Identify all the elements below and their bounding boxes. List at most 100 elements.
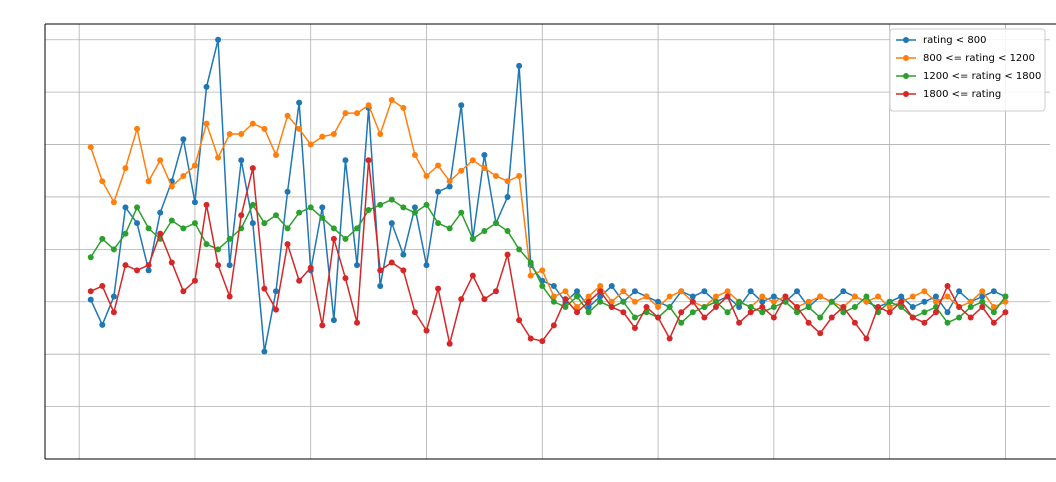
point (1002, 298, 1009, 305)
point (1002, 293, 1009, 300)
point (122, 165, 129, 172)
point (435, 220, 442, 227)
point (701, 314, 708, 321)
point (712, 298, 719, 305)
point (597, 293, 604, 300)
point (689, 293, 696, 300)
point (562, 304, 569, 311)
point (342, 235, 349, 242)
point (145, 225, 152, 232)
point (909, 304, 916, 311)
point (875, 293, 882, 300)
point (724, 309, 731, 316)
point (377, 201, 384, 208)
point (400, 267, 407, 274)
point (411, 309, 418, 316)
point (423, 327, 430, 334)
point (238, 157, 245, 164)
point (157, 230, 164, 237)
point (828, 298, 835, 305)
point (770, 293, 777, 300)
point (307, 141, 314, 148)
point (99, 283, 106, 290)
point (504, 178, 511, 185)
point (492, 288, 499, 295)
point (492, 172, 499, 179)
point (655, 298, 662, 305)
point (747, 288, 754, 295)
point (134, 267, 141, 274)
point (400, 204, 407, 211)
point (990, 309, 997, 316)
point (134, 204, 141, 211)
point (944, 283, 951, 290)
point (446, 178, 453, 185)
point (701, 288, 708, 295)
point (469, 235, 476, 242)
point (249, 201, 256, 208)
point (979, 293, 986, 300)
point (944, 293, 951, 300)
point (1002, 309, 1009, 316)
point (794, 288, 801, 295)
point (458, 296, 465, 303)
point (319, 133, 326, 140)
point (284, 188, 291, 195)
point (87, 144, 94, 151)
point (319, 322, 326, 329)
point (272, 306, 279, 313)
point (446, 225, 453, 232)
point (110, 199, 117, 206)
point (759, 309, 766, 316)
point (411, 209, 418, 216)
point (191, 220, 198, 227)
point (828, 314, 835, 321)
point (145, 178, 152, 185)
point (388, 96, 395, 103)
point (215, 262, 222, 269)
point (365, 157, 372, 164)
point (979, 298, 986, 305)
point (492, 220, 499, 227)
point (666, 335, 673, 342)
point (377, 131, 384, 138)
point (296, 125, 303, 132)
point (527, 335, 534, 342)
point (539, 267, 546, 274)
point (504, 228, 511, 235)
point (272, 152, 279, 159)
point (388, 259, 395, 266)
point (585, 309, 592, 316)
point (469, 157, 476, 164)
point (886, 298, 893, 305)
point (330, 317, 337, 324)
point (122, 230, 129, 237)
point (203, 201, 210, 208)
point (990, 304, 997, 311)
legend-label: 1200 <= rating < 1800 (923, 71, 1041, 82)
legend-label: rating < 800 (923, 35, 986, 46)
point (620, 309, 627, 316)
point (504, 251, 511, 258)
point (608, 298, 615, 305)
point (956, 288, 963, 295)
point (365, 102, 372, 109)
point (365, 207, 372, 214)
point (249, 120, 256, 127)
point (110, 246, 117, 253)
point (574, 288, 581, 295)
point (747, 304, 754, 311)
point (620, 298, 627, 305)
point (527, 259, 534, 266)
point (226, 131, 233, 138)
point (898, 298, 905, 305)
point (330, 235, 337, 242)
point (110, 293, 117, 300)
point (944, 309, 951, 316)
legend: rating < 800 800 <= rating < 1200 1200 <= … (889, 28, 1046, 112)
point (307, 204, 314, 211)
point (157, 157, 164, 164)
point (296, 99, 303, 106)
point (516, 172, 523, 179)
point (631, 324, 638, 331)
